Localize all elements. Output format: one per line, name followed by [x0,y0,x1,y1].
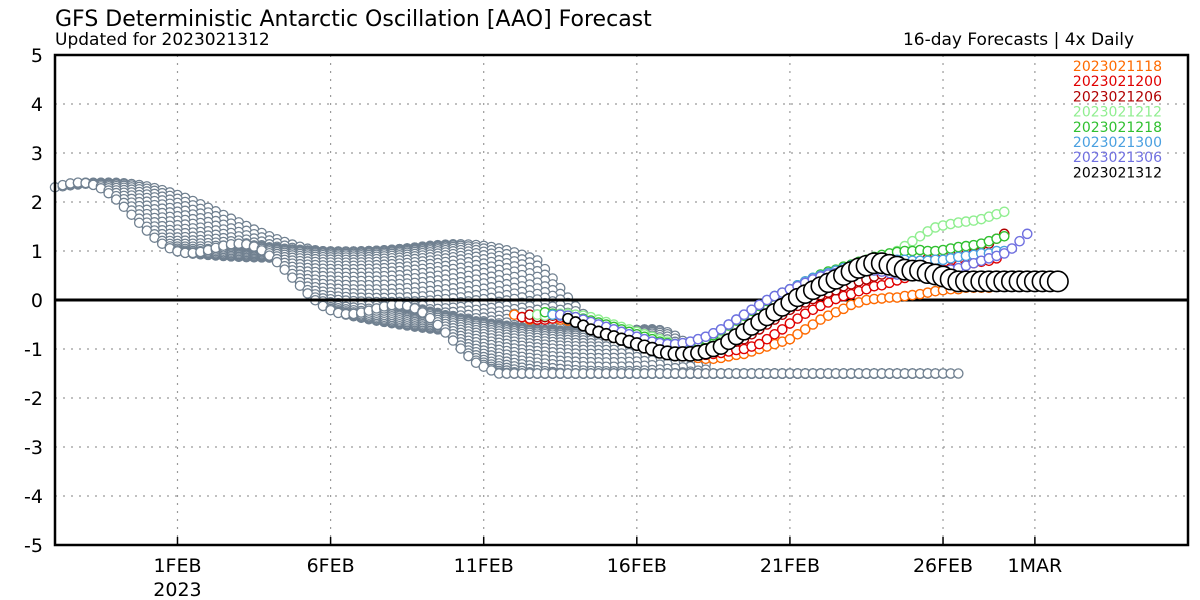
y-tick-label: 4 [31,94,43,116]
series-point [998,206,1010,218]
older-run-point [953,368,964,379]
series-point [1014,235,1025,247]
y-tick-label: -4 [24,486,43,508]
legend-entry: 2023021300 [1073,135,1162,151]
legend-entry: 2023021206 [1073,89,1162,105]
series-point [1046,270,1069,293]
x-tick-label: 11FEB [454,555,514,577]
y-tick-label: 0 [31,290,43,312]
y-tick-label: -1 [24,339,43,361]
y-tick-label: 2 [31,192,43,214]
y-tick-label: 1 [31,241,43,263]
legend: 2023021118202302120020230212062023021212… [1073,59,1162,181]
legend-entry: 2023021118 [1073,59,1162,75]
chart-right-subtitle: 16-day Forecasts | 4x Daily [903,30,1134,50]
legend-entry: 2023021212 [1073,105,1162,121]
series-point [998,230,1010,242]
x-tick-label: 16FEB [607,555,667,577]
chart-title: GFS Deterministic Antarctic Oscillation … [55,7,652,32]
x-tick-label: 6FEB [307,555,355,577]
y-tick-label: 3 [31,143,43,165]
y-tick-label: -3 [24,437,43,459]
x-tick-label: 1FEB [153,555,201,577]
y-tick-label: -5 [24,535,43,557]
y-tick-label: 5 [31,45,43,67]
legend-entry: 2023021312 [1073,165,1162,181]
x-tick-label: 26FEB [913,555,973,577]
x-tick-label: 21FEB [760,555,820,577]
chart-subtitle: Updated for 2023021312 [55,30,270,50]
legend-entry: 2023021200 [1073,74,1162,90]
legend-entry: 2023021306 [1073,150,1162,166]
series-point [1006,243,1018,254]
y-tick-label: -2 [24,388,43,410]
x-tick-label: 1MAR [1008,555,1063,577]
y-axis-ticks: 5 4 3 2 1 0 -1 -2 -3 -4 -5 [24,45,43,557]
legend-entry: 2023021218 [1073,120,1162,136]
series-point [1021,228,1033,240]
x-tick-sublabel: 2023 [153,579,201,600]
